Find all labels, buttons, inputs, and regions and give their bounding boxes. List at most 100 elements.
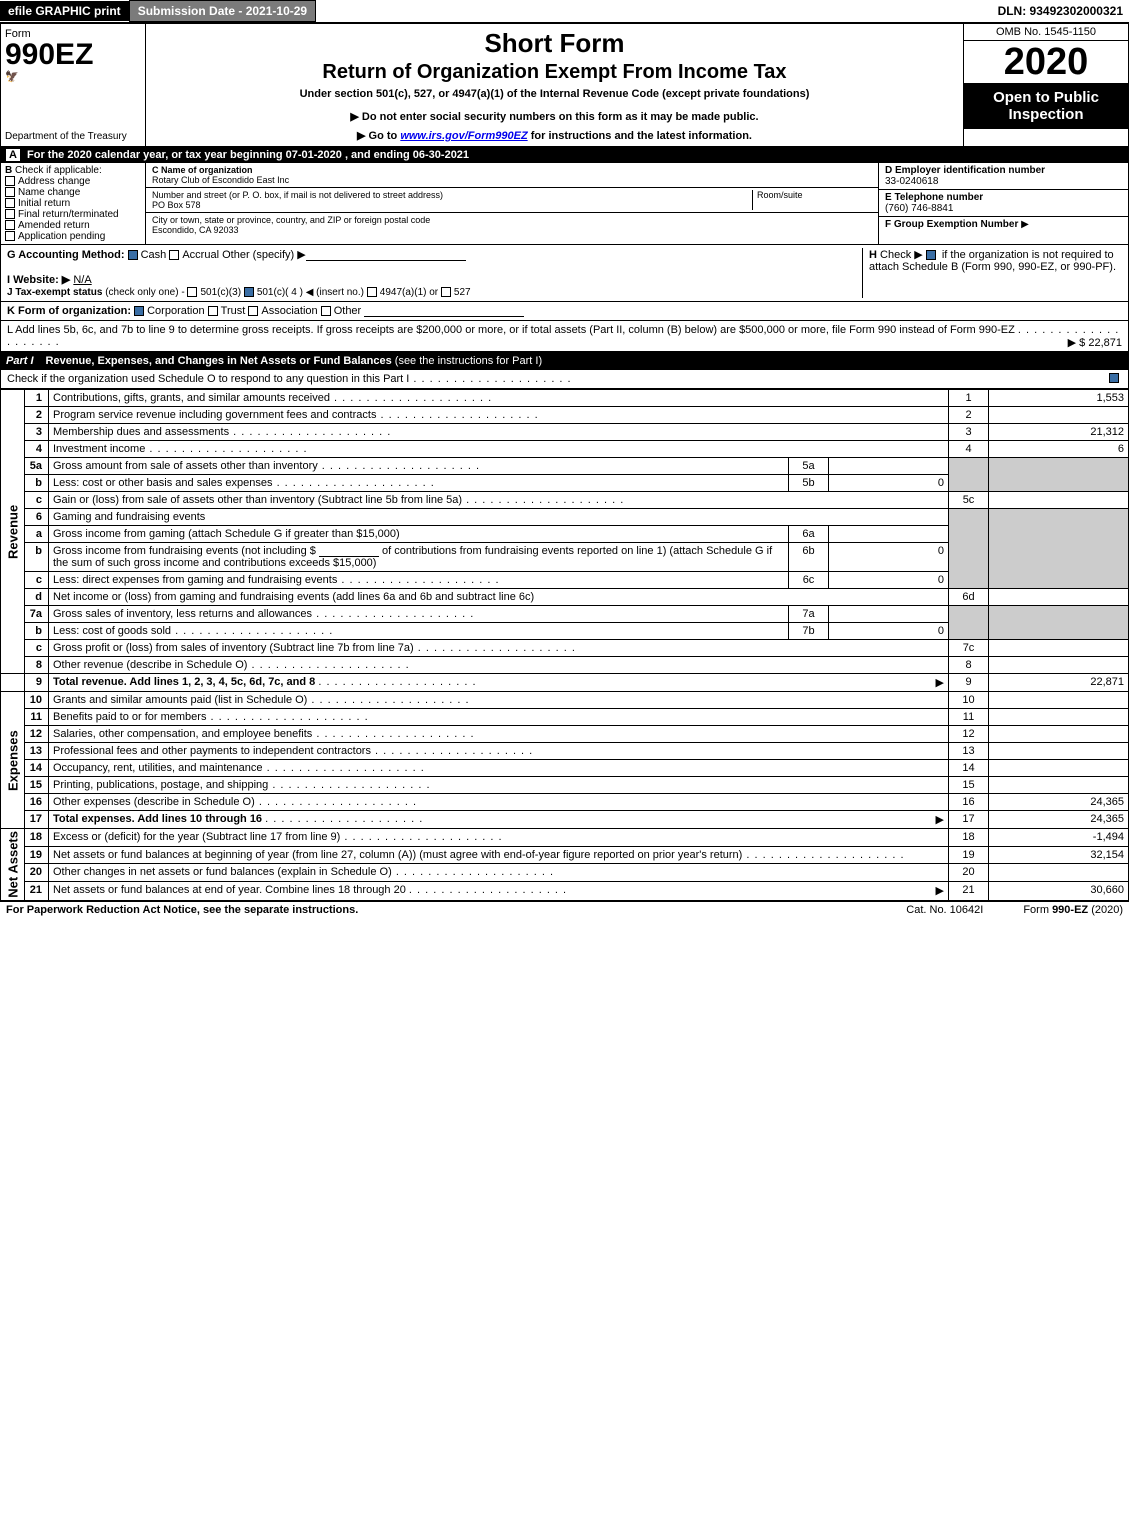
form-header: Form 990EZ 🦅 Department of the Treasury … <box>0 22 1129 147</box>
tax-period-bar: A For the 2020 calendar year, or tax yea… <box>0 147 1129 163</box>
part-i-subtitle: (see the instructions for Part I) <box>395 355 542 367</box>
footer-form-pre: Form <box>1023 904 1052 916</box>
check-schedule-b[interactable] <box>926 250 936 260</box>
part-i-title: Revenue, Expenses, and Changes in Net As… <box>46 355 392 367</box>
check-4947[interactable] <box>367 287 377 297</box>
goto-link-line: Go to www.irs.gov/Form990EZ for instruct… <box>152 129 957 142</box>
table-row: 13Professional fees and other payments t… <box>1 743 1129 760</box>
desc-11: Benefits paid to or for members <box>49 709 949 726</box>
check-trust[interactable] <box>208 306 218 316</box>
rc-12: 12 <box>949 726 989 743</box>
line-j-label: J Tax-exempt status <box>7 287 102 298</box>
table-row: 4Investment income46 <box>1 441 1129 458</box>
check-501c[interactable] <box>244 287 254 297</box>
ln-16: 16 <box>25 794 49 811</box>
table-row: 2Program service revenue including gover… <box>1 407 1129 424</box>
check-name-change[interactable] <box>5 187 15 197</box>
group-exemption-label: F Group Exemption Number <box>885 219 1018 230</box>
sc-7b: 7b <box>789 623 829 640</box>
table-row: 12Salaries, other compensation, and empl… <box>1 726 1129 743</box>
return-title: Return of Organization Exempt From Incom… <box>152 61 957 84</box>
desc-6b-1: Gross income from fundraising events (no… <box>53 545 316 557</box>
table-row: Revenue 1Contributions, gifts, grants, a… <box>1 390 1129 407</box>
ln-18: 18 <box>25 829 49 847</box>
grey-7-amt <box>989 606 1129 640</box>
amt-15 <box>989 777 1129 794</box>
check-amended-return[interactable] <box>5 220 15 230</box>
box-b-title: Check if applicable: <box>15 165 102 176</box>
sv-7a <box>829 606 949 623</box>
other-org-input[interactable] <box>364 316 524 317</box>
amt-2 <box>989 407 1129 424</box>
check-association[interactable] <box>248 306 258 316</box>
check-application-pending[interactable] <box>5 231 15 241</box>
ln-5c: c <box>25 492 49 509</box>
check-initial-return[interactable] <box>5 198 15 208</box>
dln-label: DLN: 93492302000321 <box>998 4 1129 18</box>
opt-trust: Trust <box>221 305 246 317</box>
box-c: C Name of organization Rotary Club of Es… <box>146 163 878 244</box>
ln-11: 11 <box>25 709 49 726</box>
check-other-org[interactable] <box>321 306 331 316</box>
page-footer: For Paperwork Reduction Act Notice, see … <box>0 901 1129 918</box>
ln-14: 14 <box>25 760 49 777</box>
rc-14: 14 <box>949 760 989 777</box>
amt-6d <box>989 589 1129 606</box>
opt-corporation: Corporation <box>147 305 204 317</box>
ln-3: 3 <box>25 424 49 441</box>
entity-info-row: B Check if applicable: Address change Na… <box>0 163 1129 245</box>
open-to-public: Open to Public Inspection <box>964 83 1128 129</box>
sc-7a: 7a <box>789 606 829 623</box>
arrow-17: ▶ <box>936 813 944 826</box>
irs-link[interactable]: www.irs.gov/Form990EZ <box>400 130 527 142</box>
opt-501c3: 501(c)(3) <box>200 287 241 298</box>
desc-5c: Gain or (loss) from sale of assets other… <box>49 492 949 509</box>
desc-9-text: Total revenue. Add lines 1, 2, 3, 4, 5c,… <box>53 676 315 688</box>
check-corporation[interactable] <box>134 306 144 316</box>
rc-7c: 7c <box>949 640 989 657</box>
desc-19: Net assets or fund balances at beginning… <box>49 846 949 864</box>
sv-6b: 0 <box>829 543 949 572</box>
department-label: Department of the Treasury <box>5 131 141 142</box>
arrow-icon: ▶ <box>1021 219 1029 230</box>
desc-12: Salaries, other compensation, and employ… <box>49 726 949 743</box>
box-de: D Employer identification number 33-0240… <box>878 163 1128 244</box>
amt-3: 21,312 <box>989 424 1129 441</box>
table-row: 5aGross amount from sale of assets other… <box>1 458 1129 475</box>
amt-17: 24,365 <box>989 811 1129 829</box>
opt-other-org: Other <box>334 305 362 317</box>
sv-6a <box>829 526 949 543</box>
table-row: 8Other revenue (describe in Schedule O)8 <box>1 657 1129 674</box>
footer-right: Form 990-EZ (2020) <box>1023 904 1123 916</box>
efile-label[interactable]: efile GRAPHIC print <box>0 1 129 21</box>
desc-6b: Gross income from fundraising events (no… <box>49 543 789 572</box>
opt-4947: 4947(a)(1) or <box>380 287 438 298</box>
desc-8: Other revenue (describe in Schedule O) <box>49 657 949 674</box>
opt-501c: 501(c)( 4 ) ◀ (insert no.) <box>257 287 364 298</box>
check-501c3[interactable] <box>187 287 197 297</box>
line-h-text: Check ▶ <box>880 249 923 261</box>
desc-4: Investment income <box>49 441 949 458</box>
tax-year: 2020 <box>964 41 1128 83</box>
amt-5c <box>989 492 1129 509</box>
under-section: Under section 501(c), 527, or 4947(a)(1)… <box>152 88 957 100</box>
check-cash[interactable] <box>128 250 138 260</box>
check-final-return[interactable] <box>5 209 15 219</box>
other-specify-input[interactable] <box>306 260 466 261</box>
ln-19: 19 <box>25 846 49 864</box>
desc-20: Other changes in net assets or fund bala… <box>49 864 949 882</box>
rc-2: 2 <box>949 407 989 424</box>
table-row: dNet income or (loss) from gaming and fu… <box>1 589 1129 606</box>
check-accrual[interactable] <box>169 250 179 260</box>
rc-16: 16 <box>949 794 989 811</box>
ln-9: 9 <box>25 674 49 692</box>
desc-18: Excess or (deficit) for the year (Subtra… <box>49 829 949 847</box>
opt-amended-return: Amended return <box>18 220 90 231</box>
check-address-change[interactable] <box>5 176 15 186</box>
amt-4: 6 <box>989 441 1129 458</box>
org-city: Escondido, CA 92033 <box>152 225 239 235</box>
sc-5b: 5b <box>789 475 829 492</box>
check-schedule-o[interactable] <box>1109 373 1119 383</box>
check-527[interactable] <box>441 287 451 297</box>
sv-5a <box>829 458 949 475</box>
